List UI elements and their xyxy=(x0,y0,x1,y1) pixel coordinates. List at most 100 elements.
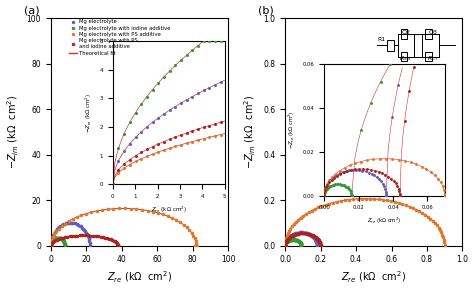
Point xyxy=(47,242,55,246)
Point xyxy=(60,239,67,244)
Point xyxy=(59,238,67,242)
Point xyxy=(89,233,97,238)
Point xyxy=(329,200,337,205)
Point xyxy=(47,242,55,246)
Point xyxy=(416,209,423,214)
Point xyxy=(282,242,289,247)
Point xyxy=(61,241,68,245)
Y-axis label: $- Z_{im}$ (k$\Omega$  cm$^2$): $- Z_{im}$ (k$\Omega$ cm$^2$) xyxy=(6,95,21,169)
Point xyxy=(192,244,200,248)
Point xyxy=(281,244,289,248)
Point xyxy=(296,231,303,236)
Point xyxy=(294,230,302,235)
Point xyxy=(78,225,86,230)
Point xyxy=(192,242,200,246)
Point xyxy=(192,244,200,248)
Point xyxy=(192,244,200,248)
Point xyxy=(287,233,295,238)
Point xyxy=(192,244,200,248)
Point xyxy=(84,234,91,238)
Point xyxy=(284,231,292,236)
Point xyxy=(283,234,291,238)
Point xyxy=(61,241,68,246)
Point xyxy=(297,216,304,220)
Point xyxy=(48,239,56,243)
Point xyxy=(412,207,420,212)
Point xyxy=(73,233,81,238)
Point xyxy=(300,231,308,236)
Point xyxy=(192,244,200,248)
Point xyxy=(326,201,333,206)
Point xyxy=(185,228,193,232)
Point xyxy=(283,237,291,242)
Point xyxy=(284,237,292,242)
Point xyxy=(314,237,322,242)
Point xyxy=(288,237,295,242)
Point xyxy=(294,238,301,243)
Point xyxy=(283,239,291,244)
Point xyxy=(66,234,73,239)
Point xyxy=(61,240,68,245)
Point xyxy=(421,213,429,217)
Point xyxy=(282,241,290,246)
Point xyxy=(92,234,100,238)
Point xyxy=(71,233,78,238)
Point xyxy=(292,238,300,242)
Point xyxy=(315,238,323,243)
Point xyxy=(77,224,85,229)
Point xyxy=(291,231,299,236)
Point xyxy=(60,238,67,243)
Point xyxy=(288,234,296,238)
Point xyxy=(284,239,292,243)
Point xyxy=(311,238,319,242)
Point xyxy=(409,206,417,210)
Point xyxy=(293,232,301,236)
Point xyxy=(283,239,290,244)
Point xyxy=(49,240,56,245)
Point xyxy=(283,237,291,241)
Point xyxy=(297,240,304,245)
Point xyxy=(192,244,200,248)
Point xyxy=(289,237,297,242)
Point xyxy=(305,210,313,214)
Point xyxy=(192,244,200,248)
Point xyxy=(293,238,301,242)
Point xyxy=(435,225,442,230)
Point xyxy=(287,237,295,242)
Point xyxy=(297,241,305,246)
Point xyxy=(387,199,394,203)
Point xyxy=(114,242,122,247)
Point xyxy=(287,237,294,242)
Point xyxy=(283,240,291,244)
Point xyxy=(313,242,321,247)
Point xyxy=(127,206,135,211)
Point xyxy=(58,237,65,241)
Point xyxy=(192,244,200,248)
Point xyxy=(47,240,55,245)
Point xyxy=(296,239,303,244)
Point xyxy=(305,232,312,236)
Point xyxy=(192,244,200,248)
Point xyxy=(192,244,200,248)
Point xyxy=(349,197,357,201)
Point xyxy=(313,242,321,246)
Point xyxy=(70,221,78,226)
Point xyxy=(54,235,61,240)
Point xyxy=(406,204,413,209)
Point xyxy=(298,243,305,248)
Point xyxy=(291,232,299,237)
Point xyxy=(48,236,55,241)
Point xyxy=(296,230,303,235)
Point xyxy=(49,233,57,237)
Point xyxy=(294,231,301,236)
Point xyxy=(282,243,289,247)
Point xyxy=(115,206,123,211)
Point xyxy=(308,233,315,238)
Point xyxy=(311,237,319,242)
Point xyxy=(290,233,297,237)
Point xyxy=(290,232,298,236)
Point xyxy=(292,237,300,242)
Point xyxy=(303,231,310,236)
Point xyxy=(159,212,167,217)
Point xyxy=(138,207,146,212)
